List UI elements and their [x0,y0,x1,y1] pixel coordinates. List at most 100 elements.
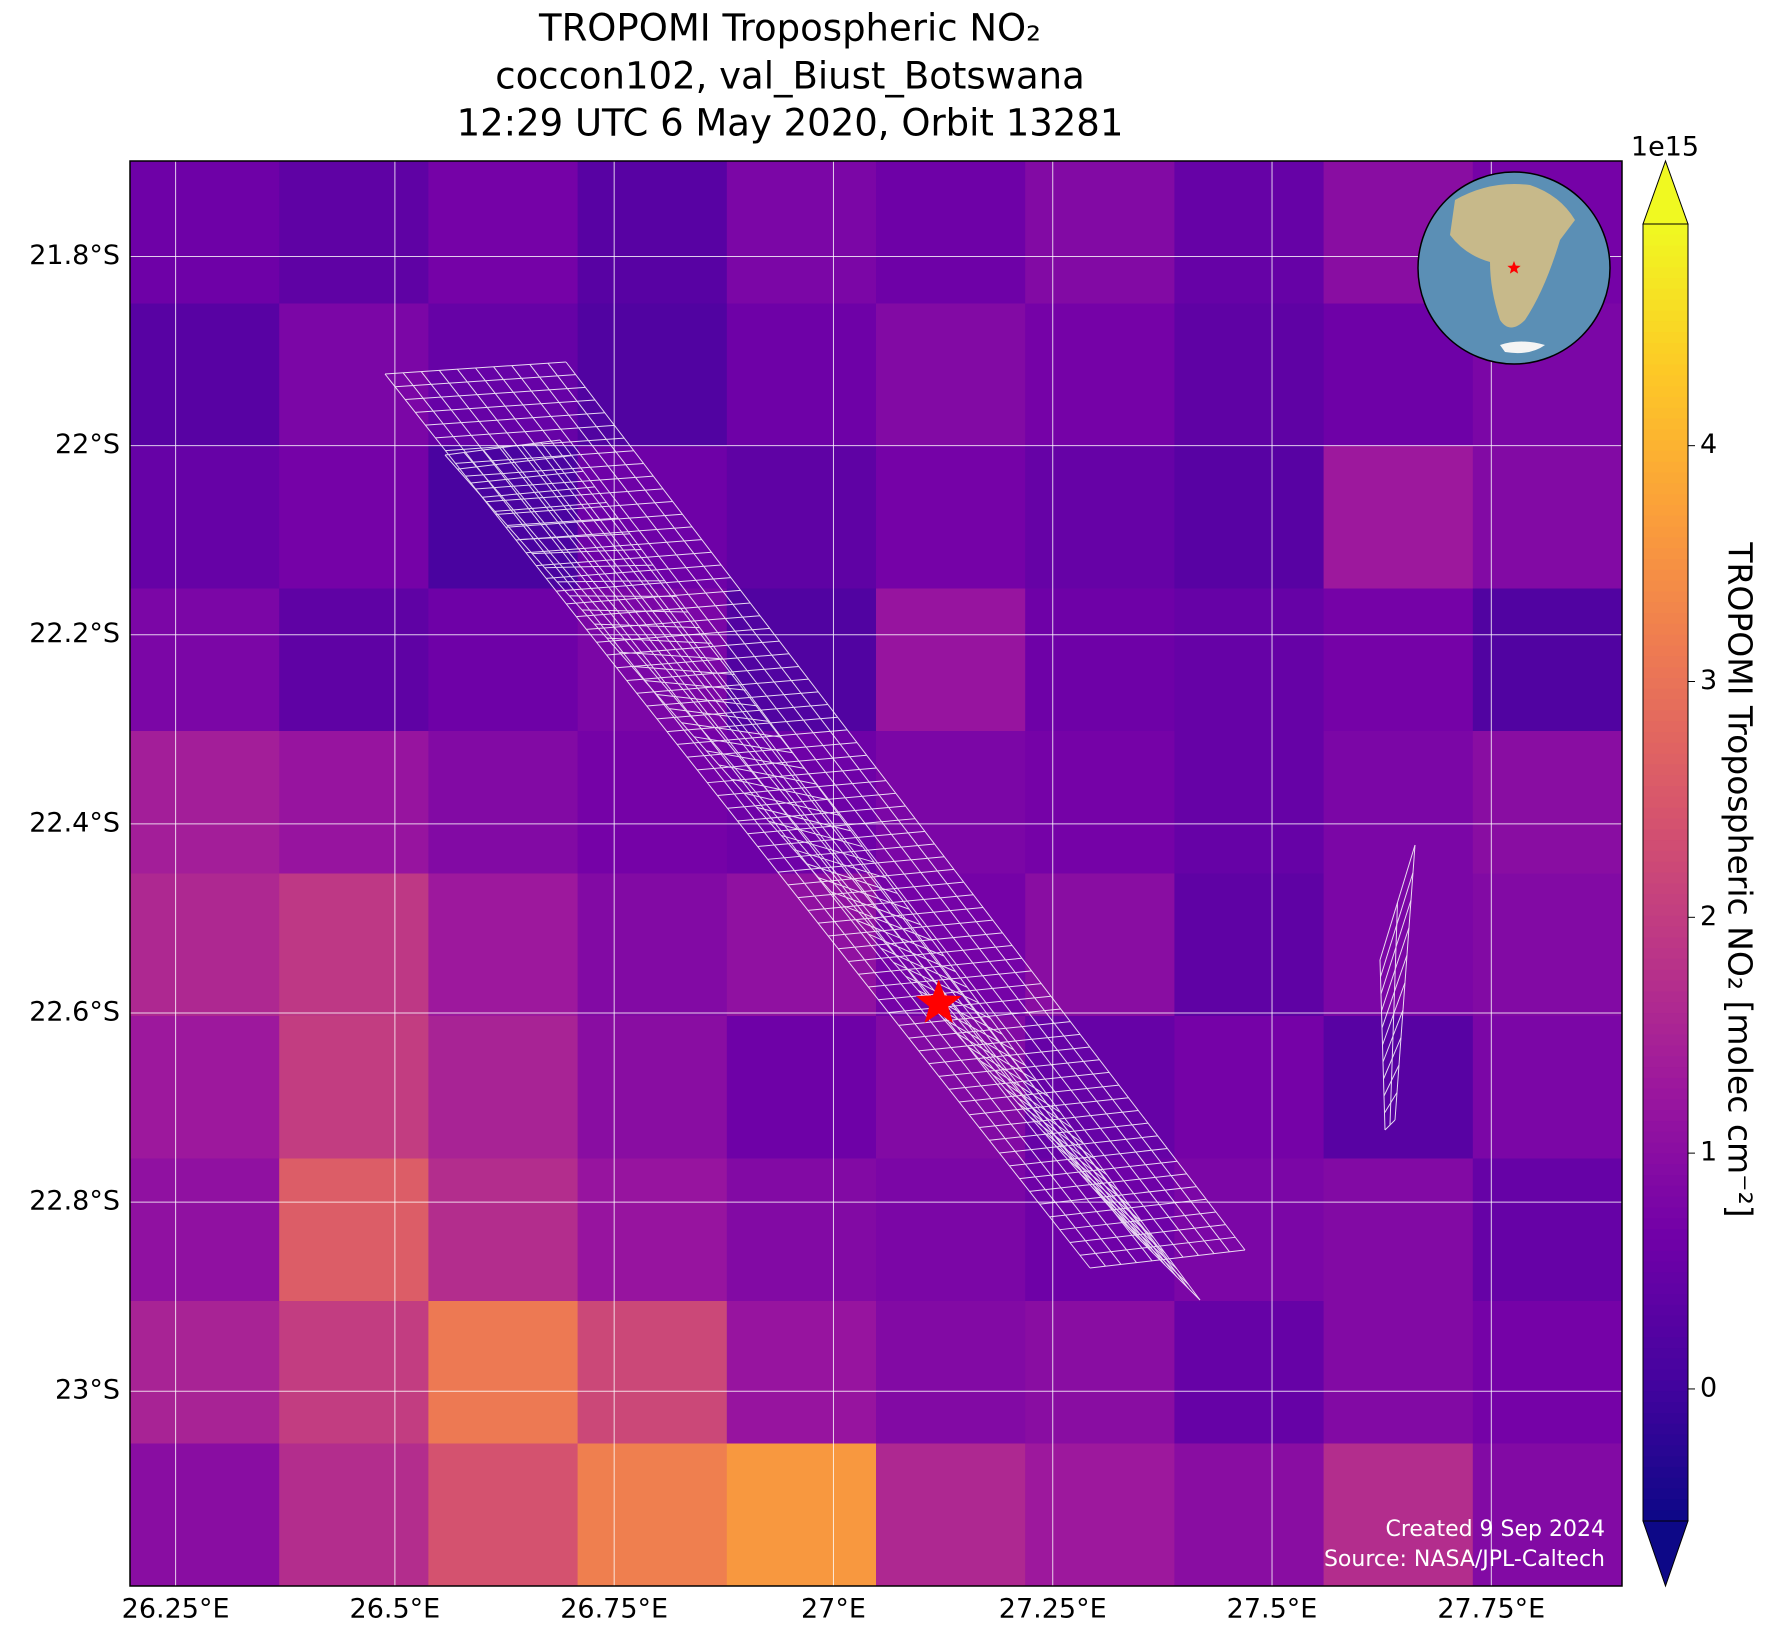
cell [279,446,429,589]
footprint-edge [384,373,1091,1269]
cell [876,1158,1026,1302]
colorbar-segment [1643,418,1688,430]
colorbar-segment [1643,1261,1688,1274]
colorbar-segment [1643,1510,1688,1522]
footprint-edge [444,454,1131,1231]
title-line: coccon102, val_Biust_Botswana [495,55,1085,98]
colorbar-segment [1643,450,1688,463]
cell [1472,1158,1622,1302]
colorbar-segment [1643,764,1688,776]
cell [130,303,280,447]
colorbar-segment [1643,969,1688,982]
cell [1174,1158,1325,1302]
footprint-edge [559,439,1201,1301]
cell [130,1301,280,1444]
colorbar-segment [1643,926,1688,938]
footprint-edge [463,452,1143,1242]
colorbar-segment [1643,807,1688,820]
colorbar-segment [1643,407,1688,420]
cell [1174,588,1325,732]
colorbar-segment [1643,818,1688,830]
colorbar-segment [1643,1283,1688,1295]
cell [1323,1158,1474,1302]
footprint-edge [529,364,1215,1254]
colorbar-segment [1643,1077,1688,1090]
cell [1174,1301,1325,1444]
colorbar-segment [1643,299,1688,312]
colorbar-segment [1643,710,1688,722]
cell [876,446,1026,589]
colorbar-segment [1643,1185,1688,1198]
colorbar-segment [1643,1056,1688,1068]
colorbar-segment [1643,1380,1688,1392]
footprint-edge [547,362,1230,1253]
colorbar-segment [1643,731,1688,744]
colorbar-segment [1643,1110,1688,1122]
cell [1323,1301,1474,1444]
x-tick-label: 27.5°E [1227,1594,1318,1625]
colorbar-segment [1643,1013,1688,1025]
colorbar-segment [1643,623,1688,636]
colorbar-segment [1643,861,1688,874]
cell [1025,1443,1175,1586]
cell [279,161,429,304]
plot-frame [129,160,1623,1587]
y-tick-label: 22.8°S [29,1186,120,1217]
colorbar-segment [1643,667,1688,679]
colorbar-segment [1643,796,1688,809]
x-tick-label: 26.5°E [350,1594,441,1625]
colorbar-segment [1643,937,1688,949]
cell [130,588,280,732]
colorbar-segment [1643,364,1688,376]
title-line: 12:29 UTC 6 May 2020, Orbit 13281 [457,102,1124,145]
cell [279,731,429,874]
colorbar-segment [1643,883,1688,895]
colorbar-segment [1643,1434,1688,1446]
colorbar-segment [1643,1218,1688,1230]
colorbar-segment [1643,288,1688,301]
colorbar-segment [1643,872,1688,884]
cell [577,873,728,1017]
cell [876,1301,1026,1444]
colorbar-tick-label: 1 [1700,1137,1717,1168]
cell [1472,731,1622,874]
footprint-edge [1379,959,1386,1131]
cell [726,303,877,447]
colorbar-segment [1643,1002,1688,1014]
colorbar-extend [1642,1520,1689,1588]
title-line: TROPOMI Tropospheric NO₂ [538,7,1041,50]
colorbar-segment [1643,775,1688,787]
colorbar-segment [1643,1239,1688,1252]
colorbar-segment [1643,515,1688,528]
colorbar-segment [1643,742,1688,755]
colorbar-segment [1643,948,1688,960]
cell [1323,873,1474,1017]
colorbar-segment [1643,396,1688,409]
cell [1025,588,1175,732]
colorbar-segment [1643,688,1688,701]
colorbar-segment [1643,1315,1688,1328]
cell [876,303,1026,447]
colorbar-segment [1643,559,1688,571]
colorbar-segment [1643,840,1688,852]
cell [1472,1443,1622,1586]
colorbar-segment [1643,440,1688,452]
colorbar-segment [1643,483,1688,495]
cell [428,731,579,874]
cell [577,731,728,874]
cell [130,1158,280,1302]
footprint-edge [565,361,1246,1251]
colorbar-segment [1643,375,1688,387]
colorbar-segment [1643,1402,1688,1414]
footprint-edge [402,372,1106,1267]
colorbar-segment [1643,1348,1688,1360]
footprint-edge [438,370,1137,1263]
footprint-edge [511,365,1199,1256]
cell [1323,1016,1474,1159]
colorbar-segment [1643,850,1688,863]
cell [1174,1016,1325,1159]
colorbar-segment [1643,1034,1688,1047]
footprint-edge [521,444,1178,1277]
colorbar-segment [1643,386,1688,398]
colorbar-segment [1643,915,1688,928]
